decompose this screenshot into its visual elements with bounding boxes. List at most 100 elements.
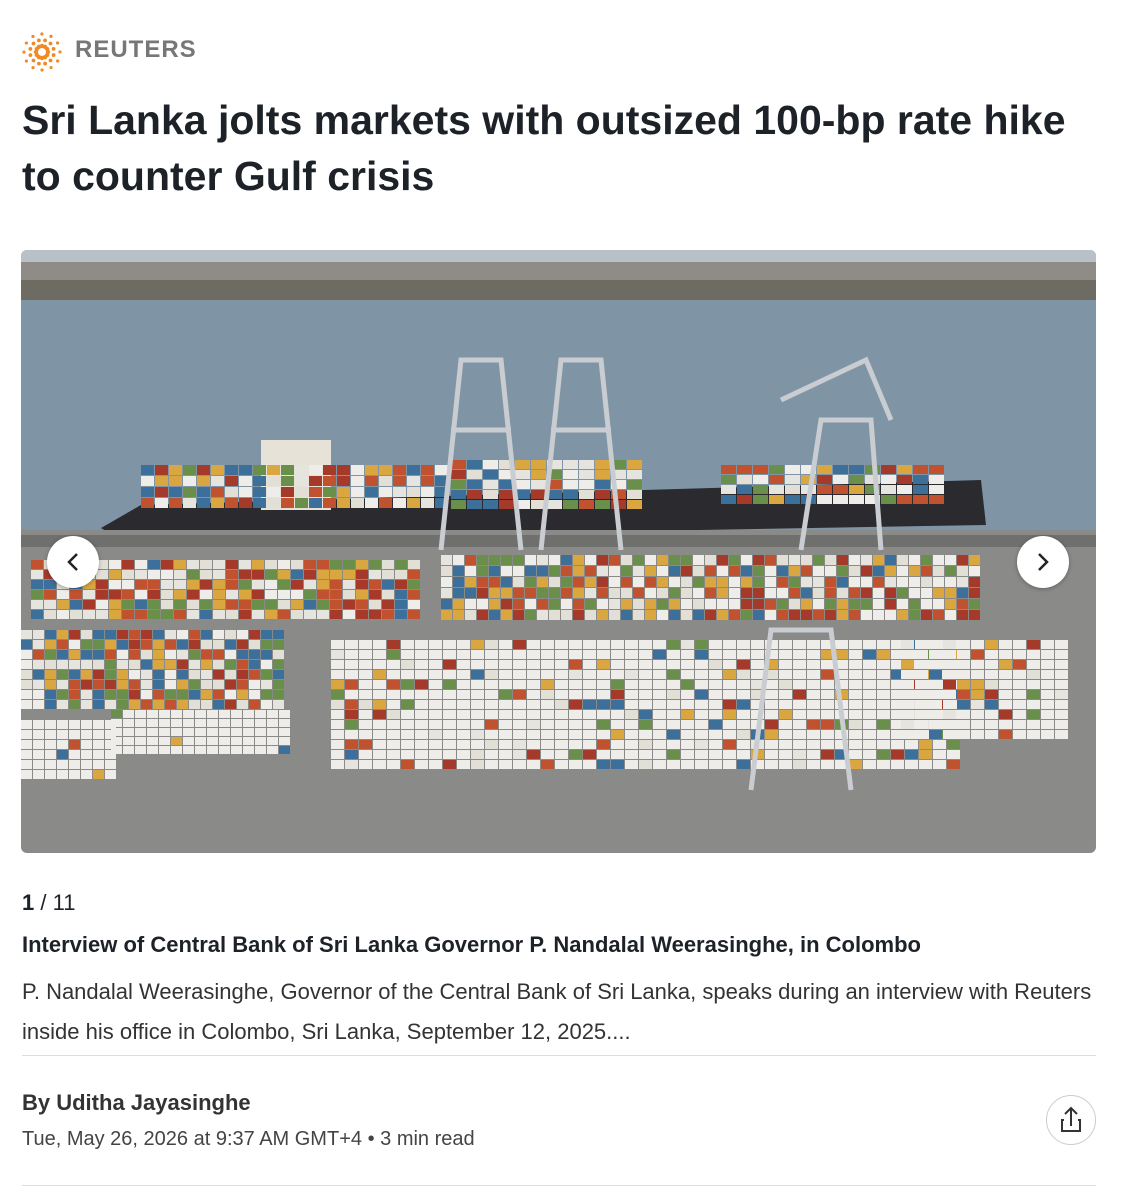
container [585,610,596,620]
container [821,730,834,739]
container [645,599,656,609]
container [723,650,736,659]
container [569,650,582,659]
container [309,498,322,508]
container [561,566,572,576]
container [443,710,456,719]
container [415,660,428,669]
container [105,640,116,649]
container [569,730,582,739]
logo-dot [48,41,53,46]
container [915,700,928,709]
logo-dot [44,46,50,52]
container [639,750,652,759]
container [597,640,610,649]
divider [22,1055,1096,1056]
container [821,750,834,759]
container [971,720,984,729]
container [225,650,236,659]
container [155,465,168,475]
container [863,650,876,659]
container [681,690,694,699]
container [723,710,736,719]
container [200,610,212,619]
container [921,577,932,587]
container [573,610,584,620]
container [897,485,912,494]
container [195,710,206,718]
container [1013,700,1026,709]
container [467,490,482,499]
container [813,610,824,620]
container [21,740,32,749]
container [877,640,890,649]
container [789,599,800,609]
container [669,577,680,587]
container [309,465,322,475]
container [633,577,644,587]
container [999,640,1012,649]
container [213,610,225,619]
container [625,690,638,699]
container [555,740,568,749]
container [729,588,740,598]
container [471,750,484,759]
container [943,650,956,659]
container [611,740,624,749]
container [155,498,168,508]
container [153,660,164,669]
container [667,680,680,689]
container [861,555,872,565]
container [393,476,406,486]
container [849,660,862,669]
container [1027,670,1040,679]
container [705,555,716,565]
container [485,680,498,689]
container [611,490,626,499]
container [21,770,32,779]
container [971,680,984,689]
container [304,560,316,569]
next-button[interactable] [1017,536,1069,588]
container [243,710,254,718]
container [793,760,806,769]
container [943,720,956,729]
container [943,660,956,669]
container [657,566,668,576]
container [483,500,498,509]
container [579,490,594,499]
container [645,555,656,565]
container [226,590,238,599]
container [569,710,582,719]
container [751,660,764,669]
container [653,740,666,749]
container [387,720,400,729]
container [1013,710,1026,719]
container [681,660,694,669]
share-button[interactable] [1046,1095,1096,1145]
container [435,465,448,475]
container [913,495,928,504]
container [81,750,92,759]
container [563,460,578,469]
container [825,599,836,609]
container [226,580,238,589]
container [611,710,624,719]
container [877,670,890,679]
container [999,700,1012,709]
container [723,720,736,729]
brand: REUTERS [75,36,197,63]
container [563,500,578,509]
prev-button[interactable] [47,536,99,588]
container [183,728,194,736]
container [807,730,820,739]
container [849,730,862,739]
container [709,640,722,649]
container [165,700,176,709]
container [291,560,303,569]
container [897,465,912,474]
container [483,460,498,469]
container [705,566,716,576]
container [261,700,272,709]
container [723,760,736,769]
